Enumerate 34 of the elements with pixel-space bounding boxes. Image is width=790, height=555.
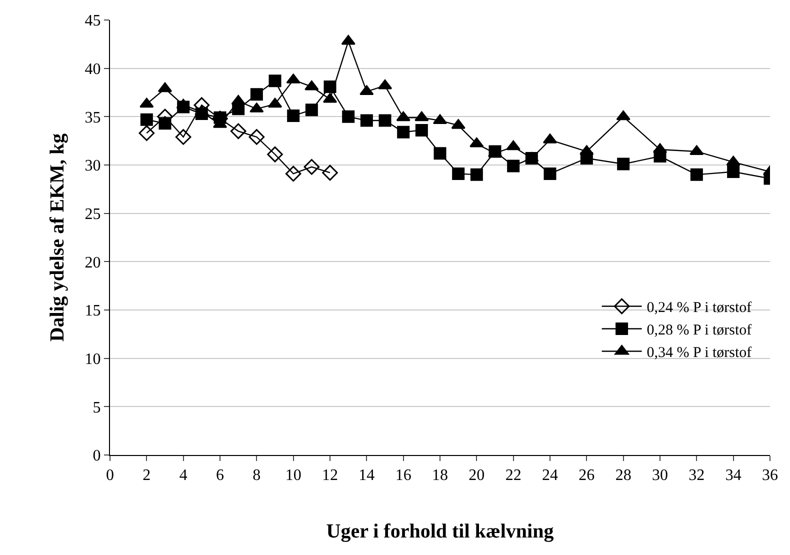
y-tick-label: 0 bbox=[92, 448, 101, 465]
x-tick-label: 2 bbox=[142, 467, 151, 484]
y-tick-label: 10 bbox=[84, 350, 101, 368]
y-tick-label: 15 bbox=[84, 302, 101, 320]
x-tick-label: 32 bbox=[688, 467, 705, 484]
x-tick-label: 6 bbox=[216, 467, 224, 484]
legend-label: 0,34 % P i tørstof bbox=[646, 345, 752, 362]
y-axis-title: Dalig ydelse af EKM, kg bbox=[46, 133, 68, 342]
x-tick-label: 22 bbox=[505, 467, 522, 484]
x-tick-label: 36 bbox=[762, 467, 778, 484]
y-tick-label: 30 bbox=[84, 158, 101, 175]
legend-label: 0,24 % P i tørstof bbox=[646, 300, 752, 316]
x-tick-label: 26 bbox=[578, 467, 595, 484]
x-tick-label: 0 bbox=[106, 467, 114, 484]
x-tick-label: 16 bbox=[395, 467, 412, 484]
legend-label: 0,28 % P i tørstof bbox=[646, 322, 752, 339]
x-tick-label: 8 bbox=[252, 467, 261, 484]
x-tick-label: 12 bbox=[322, 467, 338, 484]
x-tick-label: 24 bbox=[542, 467, 558, 484]
y-tick-label: 20 bbox=[84, 254, 101, 272]
x-tick-label: 20 bbox=[468, 467, 485, 484]
x-tick-label: 10 bbox=[285, 467, 302, 484]
x-tick-label: 18 bbox=[432, 467, 448, 484]
y-tick-label: 45 bbox=[84, 12, 101, 30]
x-tick-label: 14 bbox=[358, 467, 375, 484]
x-tick-label: 28 bbox=[615, 467, 632, 484]
x-tick-label: 34 bbox=[725, 467, 742, 484]
x-tick-label: 4 bbox=[179, 467, 188, 484]
y-tick-label: 40 bbox=[84, 60, 101, 78]
y-tick-label: 5 bbox=[92, 399, 101, 416]
x-tick-label: 30 bbox=[652, 467, 668, 484]
x-axis-title: Uger i forhold til kælvning bbox=[326, 520, 554, 543]
y-tick-label: 35 bbox=[84, 109, 101, 126]
y-tick-label: 25 bbox=[84, 206, 101, 223]
